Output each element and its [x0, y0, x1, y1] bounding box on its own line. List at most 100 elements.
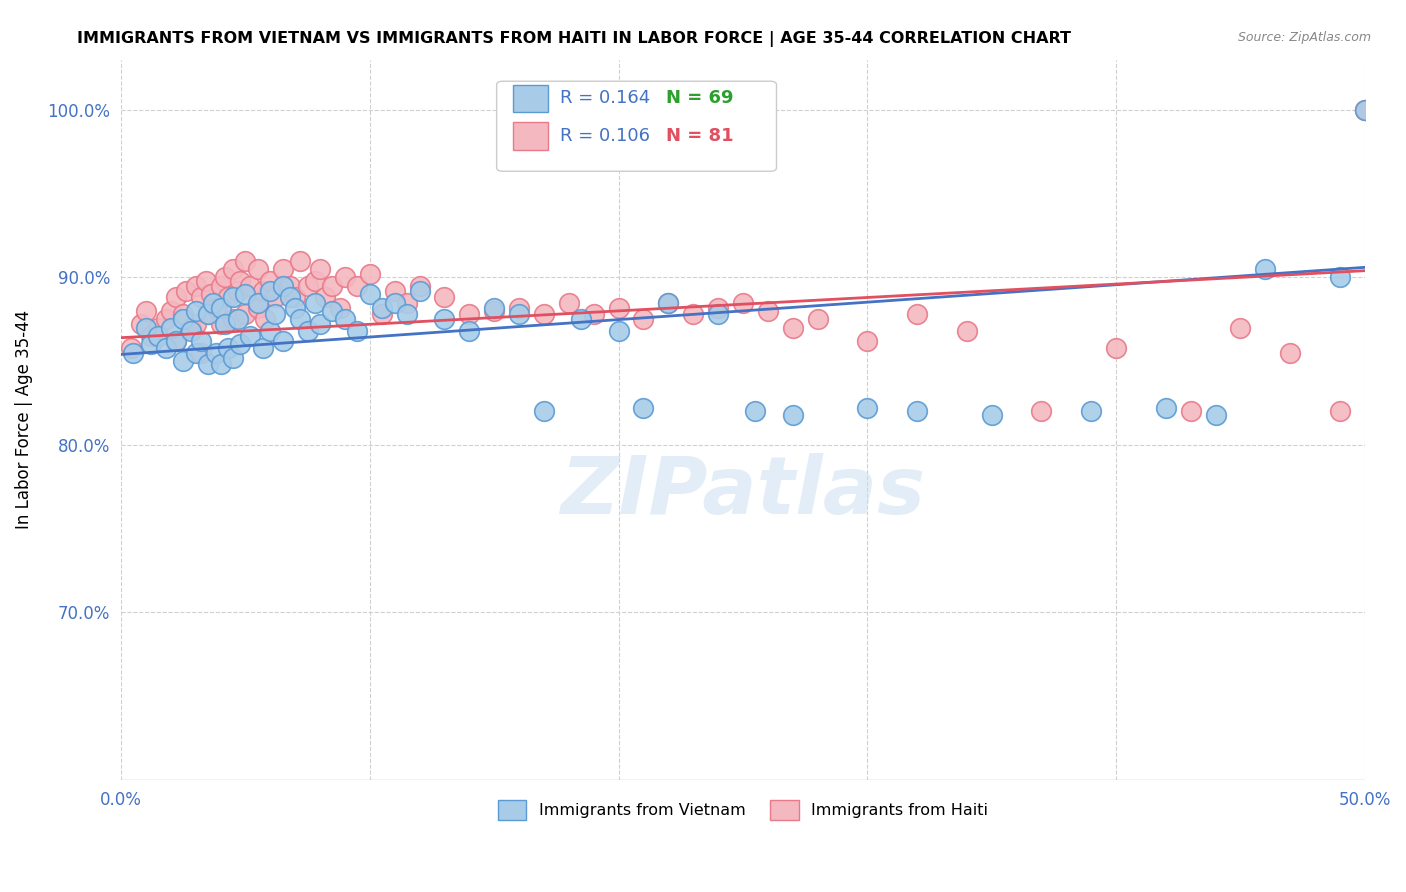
Point	[184, 318, 207, 332]
Text: N = 81: N = 81	[666, 127, 734, 145]
Point	[139, 337, 162, 351]
Point	[482, 304, 505, 318]
Point	[1229, 320, 1251, 334]
Point	[633, 401, 655, 415]
Point	[190, 291, 212, 305]
Point	[172, 354, 194, 368]
Point	[1329, 404, 1351, 418]
Text: R = 0.106: R = 0.106	[560, 127, 650, 145]
Point	[284, 301, 307, 315]
Point	[235, 253, 257, 268]
Text: N = 69: N = 69	[666, 89, 734, 108]
Point	[155, 312, 177, 326]
Point	[200, 287, 222, 301]
Point	[533, 307, 555, 321]
Point	[1354, 103, 1376, 117]
Point	[229, 274, 252, 288]
Point	[384, 284, 406, 298]
Point	[321, 278, 343, 293]
Legend: Immigrants from Vietnam, Immigrants from Haiti: Immigrants from Vietnam, Immigrants from…	[491, 794, 994, 826]
Point	[139, 329, 162, 343]
Text: Source: ZipAtlas.com: Source: ZipAtlas.com	[1237, 31, 1371, 45]
Point	[1279, 345, 1302, 359]
Point	[284, 291, 307, 305]
Point	[333, 312, 356, 326]
Point	[148, 329, 170, 343]
Point	[1354, 103, 1376, 117]
Point	[1254, 262, 1277, 277]
Point	[209, 318, 232, 332]
Bar	[513, 85, 547, 112]
Point	[190, 334, 212, 348]
Point	[309, 318, 332, 332]
Point	[172, 312, 194, 326]
Point	[197, 358, 219, 372]
Point	[226, 312, 249, 326]
Point	[329, 301, 352, 315]
Point	[905, 307, 928, 321]
Point	[744, 404, 766, 418]
Point	[458, 307, 481, 321]
Point	[217, 291, 239, 305]
Point	[159, 304, 181, 318]
Point	[508, 301, 530, 315]
Point	[129, 318, 152, 332]
Point	[1354, 103, 1376, 117]
Point	[346, 324, 368, 338]
Point	[288, 312, 311, 326]
Point	[120, 341, 142, 355]
Point	[533, 404, 555, 418]
Point	[235, 307, 257, 321]
Point	[254, 312, 277, 326]
Bar	[513, 122, 547, 150]
Point	[122, 345, 145, 359]
Point	[278, 291, 301, 305]
Point	[458, 324, 481, 338]
Point	[197, 307, 219, 321]
Point	[246, 295, 269, 310]
Point	[180, 320, 202, 334]
Point	[905, 404, 928, 418]
Point	[259, 284, 281, 298]
Point	[148, 320, 170, 334]
Point	[856, 334, 879, 348]
Point	[222, 351, 245, 365]
Point	[135, 320, 157, 334]
Point	[165, 291, 187, 305]
Point	[408, 284, 430, 298]
Point	[246, 301, 269, 315]
Point	[408, 278, 430, 293]
Point	[264, 291, 287, 305]
Point	[222, 312, 245, 326]
Point	[226, 284, 249, 298]
Point	[856, 401, 879, 415]
Point	[271, 278, 294, 293]
Point	[235, 287, 257, 301]
FancyBboxPatch shape	[496, 81, 776, 171]
Point	[246, 262, 269, 277]
Point	[333, 270, 356, 285]
Point	[756, 304, 779, 318]
Point	[1329, 270, 1351, 285]
Point	[346, 278, 368, 293]
Point	[229, 337, 252, 351]
Point	[731, 295, 754, 310]
Point	[558, 295, 581, 310]
Text: ZIPatlas: ZIPatlas	[561, 453, 925, 531]
Point	[956, 324, 979, 338]
Point	[239, 329, 262, 343]
Point	[309, 262, 332, 277]
Point	[204, 345, 226, 359]
Point	[508, 307, 530, 321]
Point	[433, 291, 456, 305]
Point	[174, 284, 197, 298]
Point	[359, 267, 381, 281]
Point	[209, 358, 232, 372]
Point	[259, 324, 281, 338]
Point	[314, 291, 336, 305]
Point	[209, 278, 232, 293]
Point	[782, 320, 804, 334]
Point	[1105, 341, 1128, 355]
Point	[222, 262, 245, 277]
Point	[252, 284, 274, 298]
